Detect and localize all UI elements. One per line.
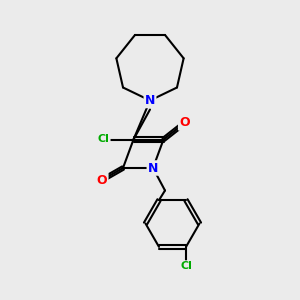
Text: O: O xyxy=(97,173,107,187)
Text: Cl: Cl xyxy=(98,134,110,145)
Text: N: N xyxy=(145,94,155,107)
Text: O: O xyxy=(179,116,190,130)
Text: Cl: Cl xyxy=(180,261,192,272)
Text: N: N xyxy=(148,161,158,175)
